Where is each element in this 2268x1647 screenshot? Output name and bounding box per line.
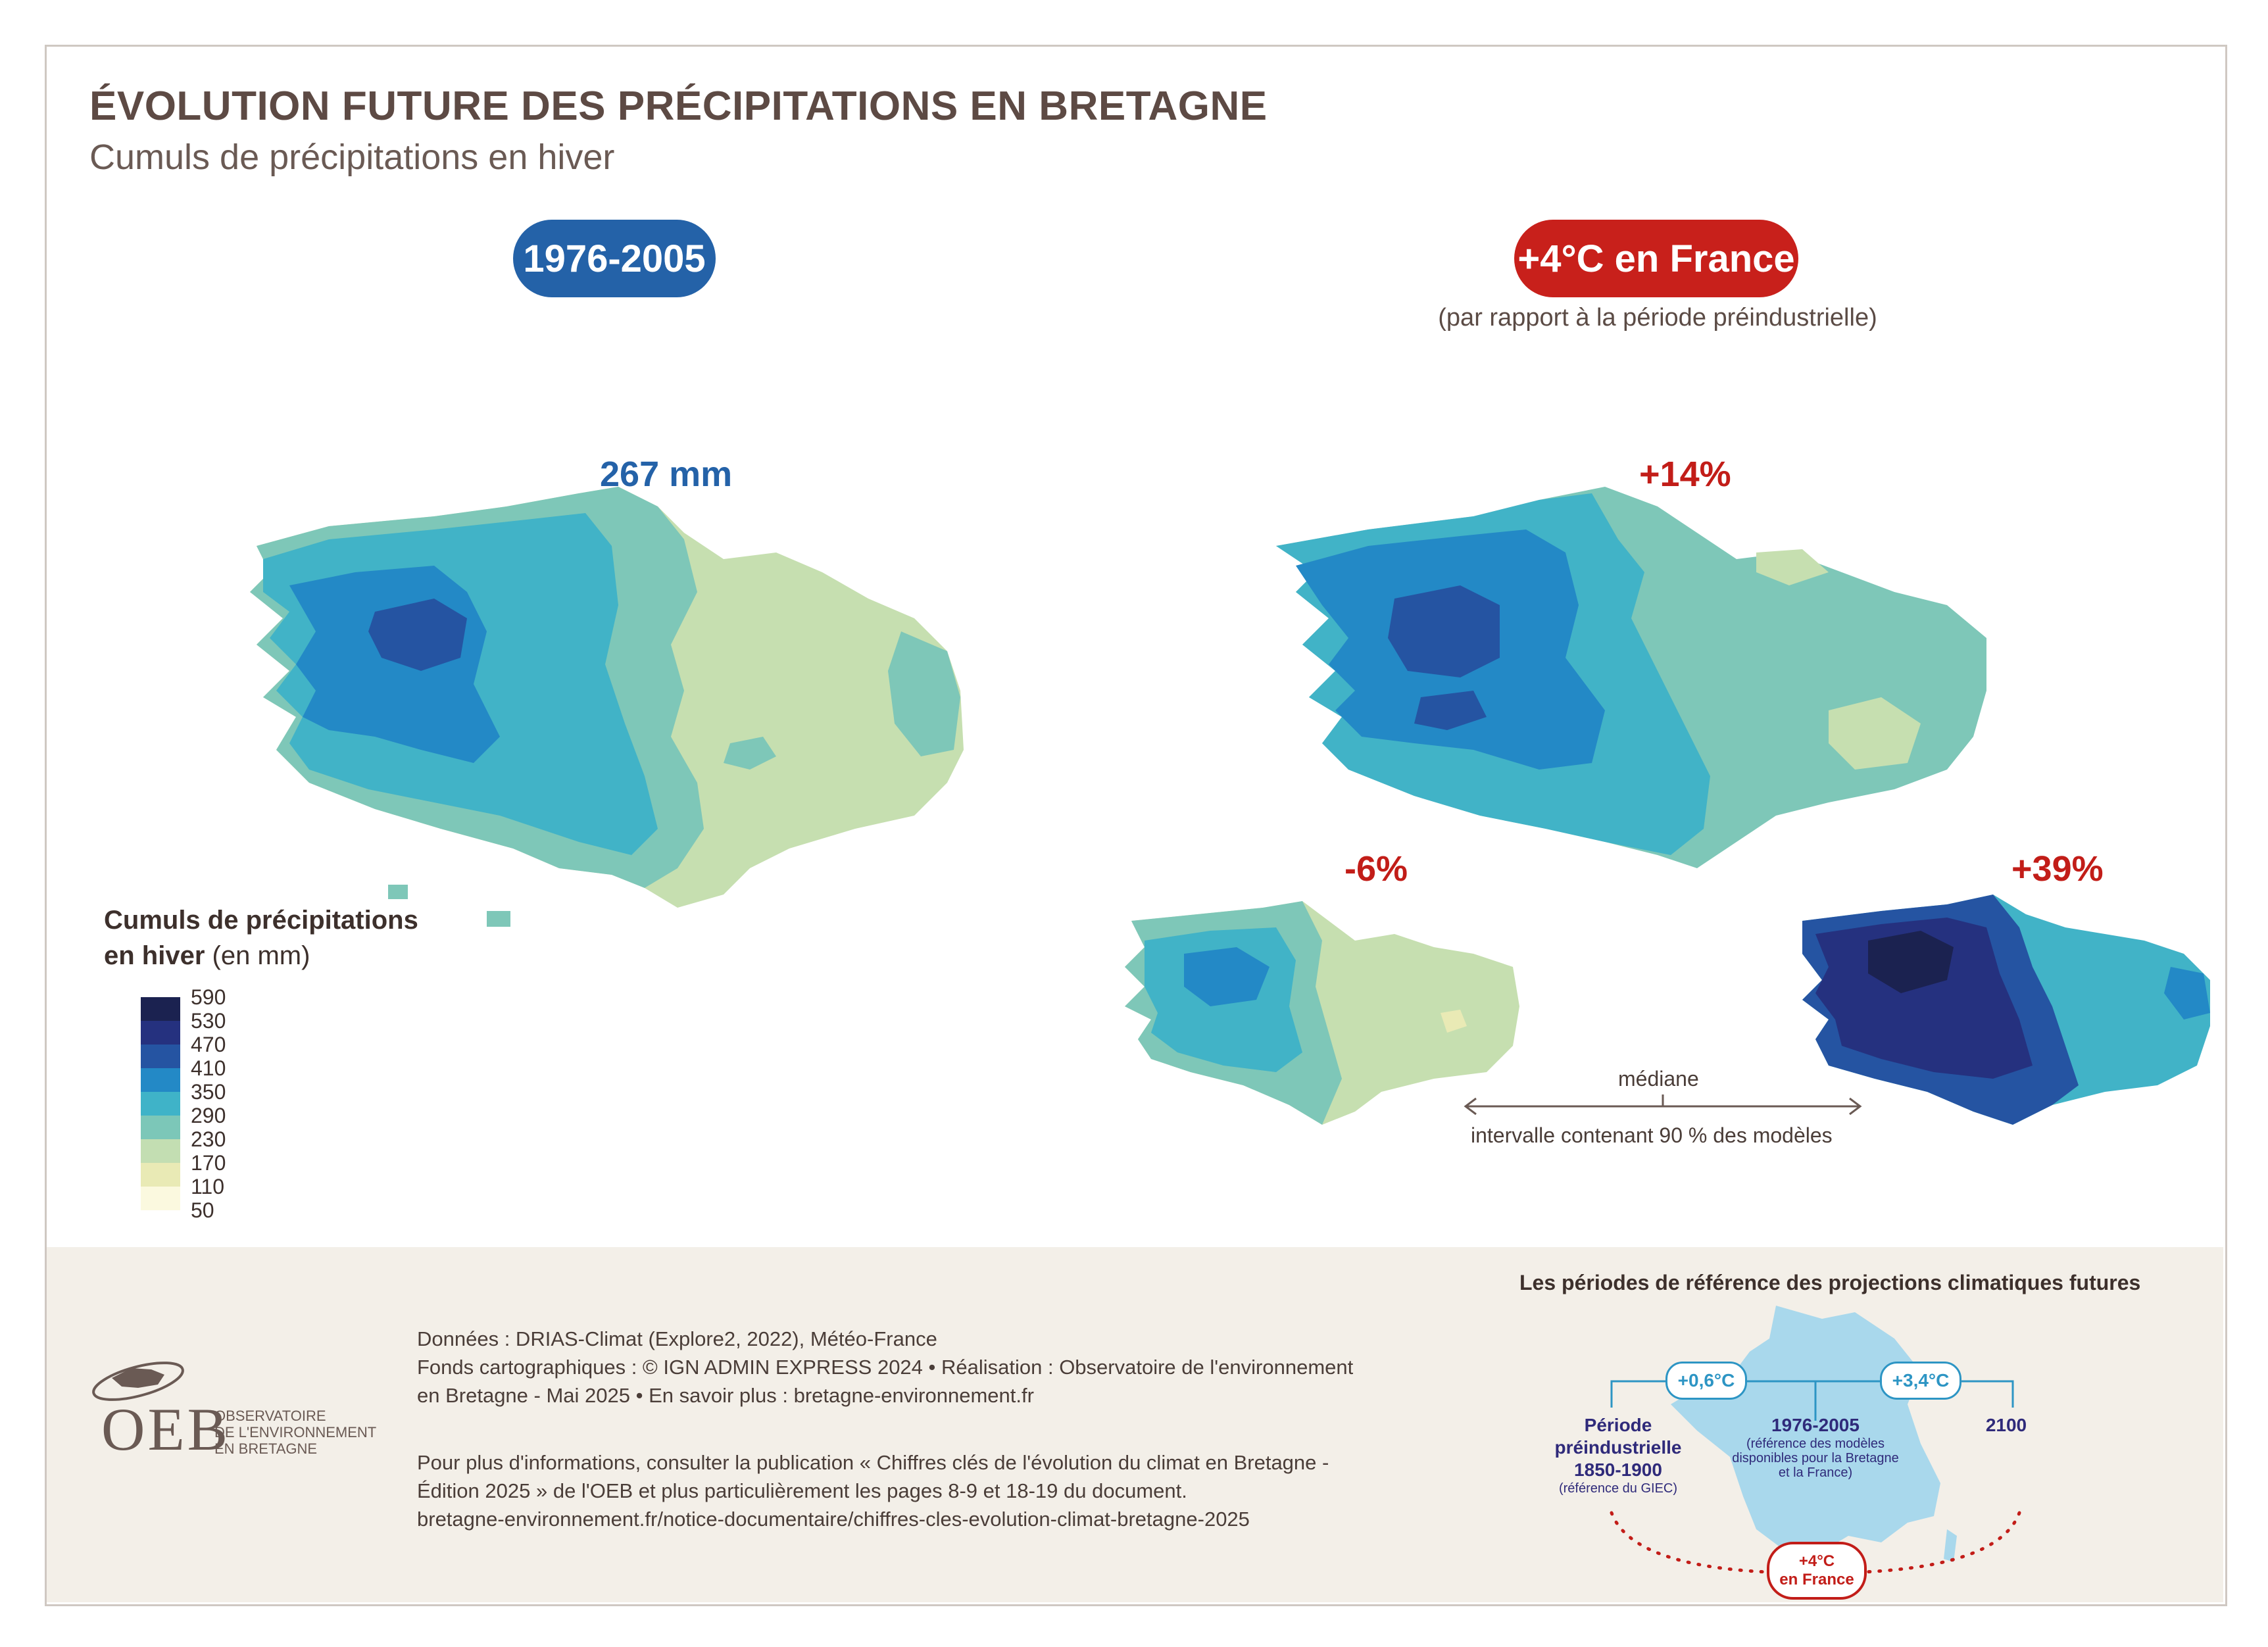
legend-title: Cumuls de précipitations en hiver (en mm… bbox=[104, 906, 418, 970]
legend-swatch bbox=[141, 1045, 180, 1068]
publication-info: Pour plus d'informations, consulter la p… bbox=[417, 1451, 1329, 1531]
reference-periods-title: Les périodes de référence des projection… bbox=[1519, 1271, 2141, 1294]
high-future-map bbox=[1802, 895, 2210, 1125]
low-future-map bbox=[1125, 901, 1519, 1125]
timeline-lines bbox=[1610, 1380, 2021, 1574]
median-future-map bbox=[1276, 487, 1986, 868]
legend-label: 590 bbox=[191, 985, 226, 1009]
legend-label: 110 bbox=[191, 1175, 225, 1198]
reference-map bbox=[250, 487, 964, 927]
interval-annotation: intervalle contenant 90 % des modèles bbox=[1471, 1123, 1833, 1147]
page-subtitle: Cumuls de précipitations en hiver bbox=[89, 137, 615, 177]
legend-label: 50 bbox=[191, 1198, 214, 1222]
legend-swatch bbox=[141, 1139, 180, 1163]
legend-label: 230 bbox=[191, 1127, 226, 1151]
reference-mean-value: 267 mm bbox=[600, 455, 733, 494]
median-change-value: +14% bbox=[1639, 455, 1731, 494]
low-change-value: -6% bbox=[1344, 849, 1408, 889]
future-scenario-badge: +4°C en France bbox=[1514, 220, 1798, 297]
legend-swatch bbox=[141, 1021, 180, 1045]
future-scenario-note: (par rapport à la période préindustriell… bbox=[1438, 304, 1877, 332]
end-year: 2100 bbox=[1985, 1415, 2027, 1435]
preindustrial-period: Période préindustrielle 1850-1900 (référ… bbox=[1554, 1415, 1682, 1496]
legend-label: 530 bbox=[191, 1009, 226, 1033]
legend-swatch bbox=[141, 1163, 180, 1187]
logo-acronym: OEB bbox=[101, 1396, 230, 1463]
oeb-logo-icon bbox=[92, 1362, 184, 1401]
legend-swatch bbox=[141, 997, 180, 1021]
warming-badge: +4°C en France bbox=[1767, 1542, 1867, 1600]
high-change-value: +39% bbox=[2011, 849, 2104, 889]
badge-plus-0-6: +0,6°C bbox=[1665, 1362, 1747, 1400]
legend-swatch bbox=[141, 1092, 180, 1116]
reference-period-badge: 1976-2005 bbox=[513, 220, 716, 297]
legend-label: 410 bbox=[191, 1056, 226, 1080]
interval-arrow bbox=[1464, 1094, 1862, 1116]
legend-swatch bbox=[141, 1187, 180, 1210]
legend-label: 470 bbox=[191, 1033, 226, 1056]
legend-swatch bbox=[141, 1116, 180, 1139]
page-title: ÉVOLUTION FUTURE DES PRÉCIPITATIONS EN B… bbox=[89, 84, 1268, 129]
legend-label: 290 bbox=[191, 1104, 226, 1127]
logo-name: OBSERVATOIRE DE L'ENVIRONNEMENT EN BRETA… bbox=[214, 1408, 377, 1457]
legend-label: 170 bbox=[191, 1151, 226, 1175]
data-credits: Données : DRIAS-Climat (Explore2, 2022),… bbox=[417, 1327, 1354, 1407]
legend-label: 350 bbox=[191, 1080, 226, 1104]
badge-plus-3-4: +3,4°C bbox=[1880, 1362, 1961, 1400]
legend-swatch bbox=[141, 1068, 180, 1092]
median-annotation: médiane bbox=[1618, 1067, 1699, 1091]
reference-period: 1976-2005 (référence des modèles disponi… bbox=[1732, 1415, 1899, 1480]
